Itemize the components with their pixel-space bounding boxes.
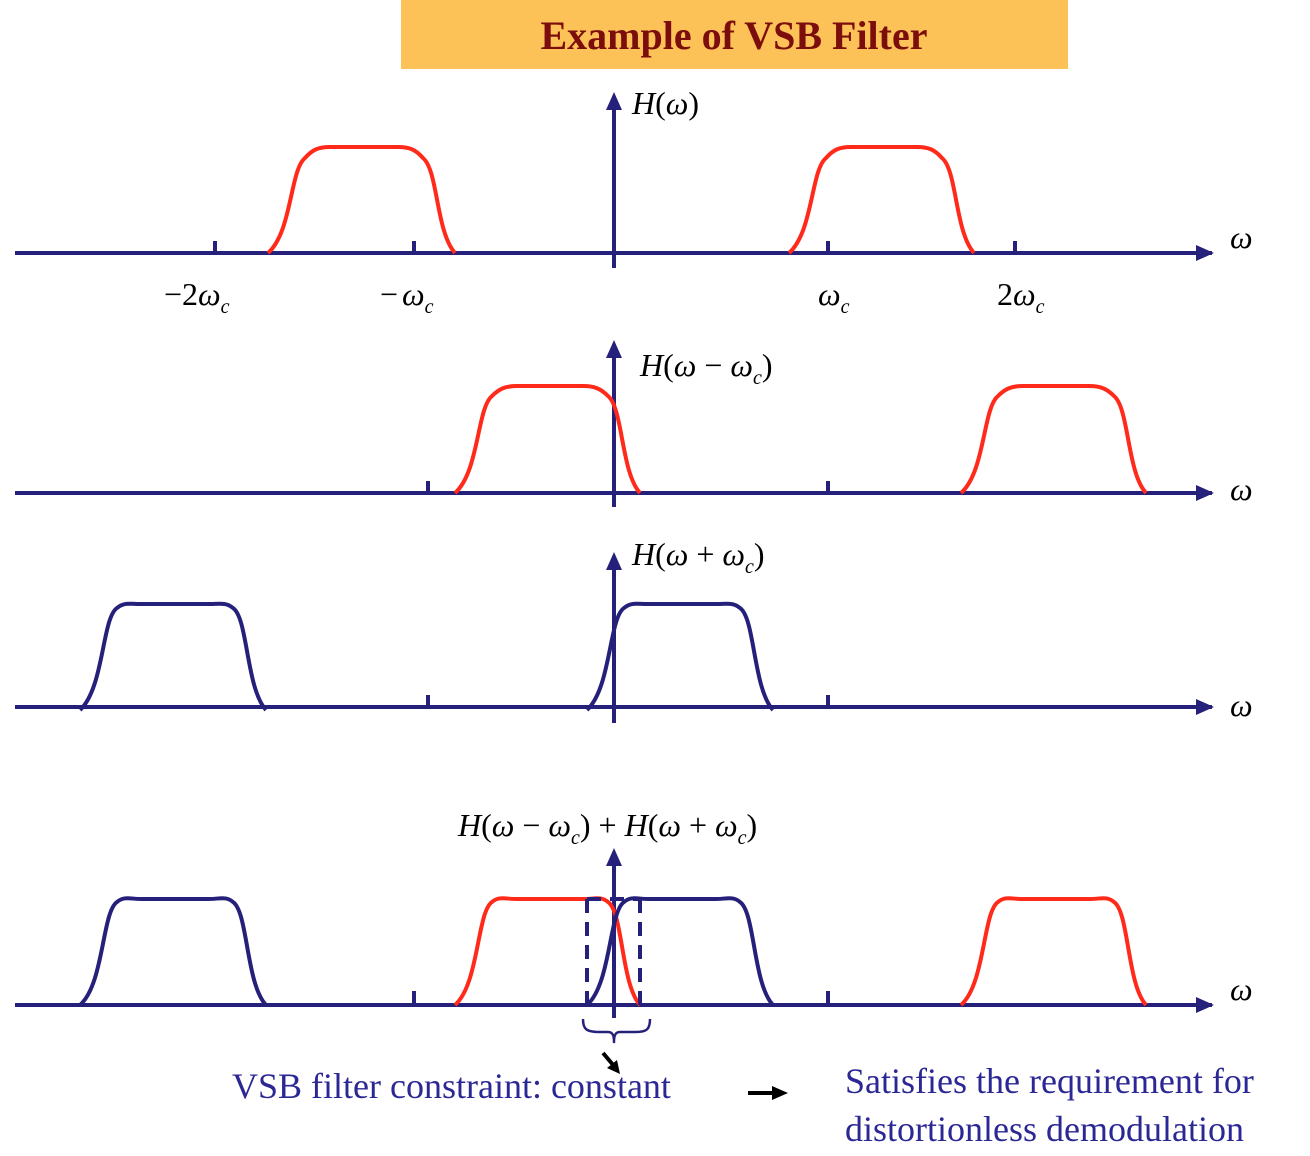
panel-1-omega-label: ω — [1230, 219, 1253, 255]
title-banner — [401, 0, 1068, 69]
panel-2-label: H(ω − ωc) — [639, 347, 773, 389]
implies-arrowhead — [772, 1086, 788, 1100]
panel-1-right-passband — [787, 145, 976, 255]
panel-2: H(ω − ωc) ω — [15, 340, 1253, 507]
panel-1-y-arrowhead — [606, 92, 622, 110]
panel-1-x-arrowhead — [1196, 245, 1214, 261]
panel-2-center-passband — [453, 384, 642, 495]
transition-band-brace — [581, 1018, 652, 1044]
label-2wc: 2ωc — [997, 276, 1045, 318]
panel-4-left-blue-passband — [78, 896, 268, 1007]
panel-4-right-red-passband — [959, 896, 1148, 1007]
page-title: Example of VSB Filter — [540, 13, 927, 58]
panel-1-label: H(ω) — [631, 85, 699, 121]
caption-constraint: VSB filter constraint: constant — [232, 1066, 671, 1106]
label-wc: ωc — [818, 276, 850, 318]
panel-3-y-arrowhead — [606, 552, 622, 570]
panel-4-omega-label: ω — [1230, 971, 1253, 1007]
panel-2-y-arrowhead — [606, 340, 622, 358]
panel-4-center-blue-passband — [585, 896, 775, 1007]
panel-3-center-passband — [585, 601, 775, 712]
panel-2-omega-label: ω — [1230, 471, 1253, 507]
label-neg-2wc: −2ωc — [164, 276, 230, 318]
panel-4-y-arrowhead — [606, 848, 622, 866]
panel-3-x-arrowhead — [1196, 699, 1214, 715]
panel-3: H(ω + ωc) ω — [15, 536, 1253, 723]
panel-3-omega-label: ω — [1230, 687, 1253, 723]
panel-1: H(ω) ω −2ωc − ωc ωc 2ωc — [15, 85, 1253, 318]
panel-1-left-passband — [266, 145, 457, 255]
caption-requirement-line-1: Satisfies the requirement for — [845, 1061, 1254, 1101]
panel-2-x-arrowhead — [1196, 485, 1214, 501]
label-neg-wc: − ωc — [380, 276, 434, 318]
panel-4: H(ω − ωc) + H(ω + ωc) ω — [15, 807, 1253, 1044]
panel-2-right-passband — [959, 384, 1148, 495]
panel-4-label: H(ω − ωc) + H(ω + ωc) — [457, 807, 757, 849]
panel-3-left-passband — [78, 601, 268, 712]
caption-requirement-line-2: distortionless demodulation — [845, 1109, 1244, 1149]
brace-pointer-arrow — [601, 1051, 616, 1068]
panel-4-center-red-passband — [453, 896, 642, 1007]
panel-4-x-arrowhead — [1196, 997, 1214, 1013]
brace-pointer-arrowhead — [607, 1060, 620, 1074]
panel-3-label: H(ω + ωc) — [631, 536, 765, 578]
